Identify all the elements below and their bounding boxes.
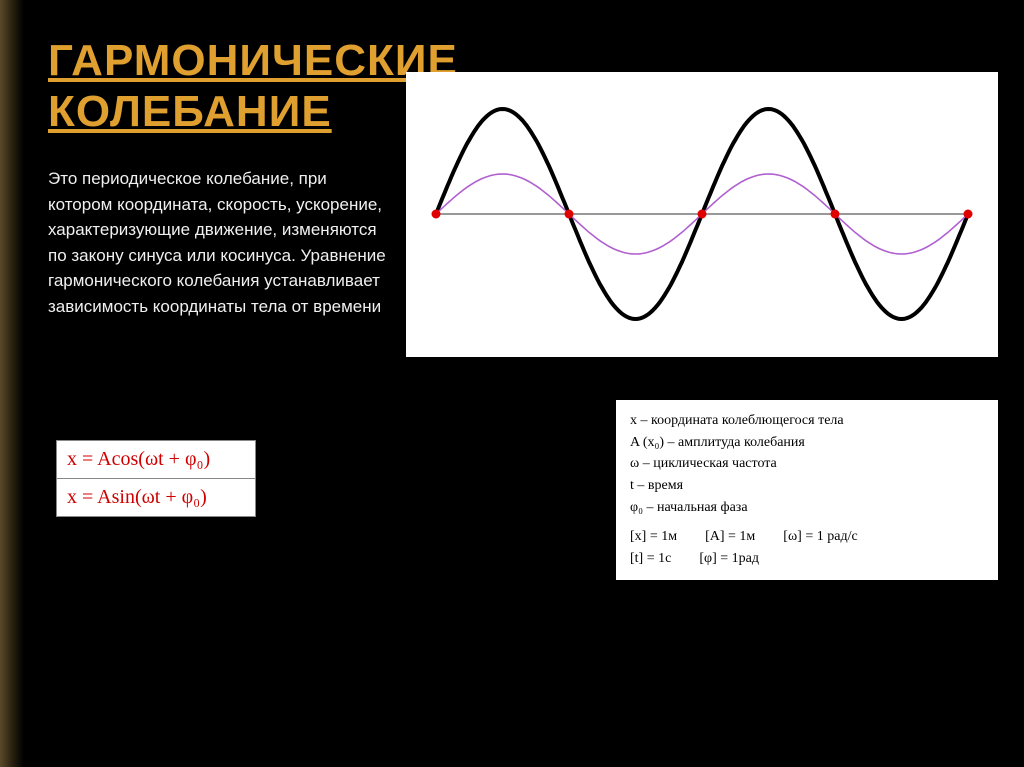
legend-line-x: x – координата колеблющегося тела <box>630 410 984 432</box>
body-paragraph: Это периодическое колебание, при котором… <box>48 166 388 319</box>
sine-chart <box>406 72 998 357</box>
legend-line-w: ω – циклическая частота <box>630 453 984 475</box>
title-line-2: колебание <box>48 87 332 136</box>
formula-table: x = Acos(ωt + φ₀) x = Asin(ωt + φ₀) <box>56 440 256 517</box>
legend-line-t: t – время <box>630 475 984 497</box>
legend-line-A: A (x₀) – амплитуда колебания <box>630 432 984 454</box>
legend-box: x – координата колеблющегося тела A (x₀)… <box>616 400 998 580</box>
formula-sin: x = Asin(ωt + φ₀) <box>56 479 256 517</box>
unit-w: [ω] = 1 рад/с <box>783 526 857 548</box>
sine-chart-svg <box>406 72 998 357</box>
unit-t: [t] = 1с <box>630 548 671 570</box>
left-gradient-bar <box>0 0 24 767</box>
title-line-1: Гармонические <box>48 36 458 85</box>
unit-A: [A] = 1м <box>705 526 755 548</box>
legend-line-phi: φ₀ – начальная фаза <box>630 497 984 519</box>
unit-x: [x] = 1м <box>630 526 677 548</box>
slide-title: Гармонические колебание <box>48 36 458 137</box>
unit-phi: [φ] = 1рад <box>699 548 759 570</box>
formula-cos: x = Acos(ωt + φ₀) <box>56 440 256 479</box>
legend-units: [x] = 1м [A] = 1м [ω] = 1 рад/с [t] = 1с… <box>630 526 984 569</box>
